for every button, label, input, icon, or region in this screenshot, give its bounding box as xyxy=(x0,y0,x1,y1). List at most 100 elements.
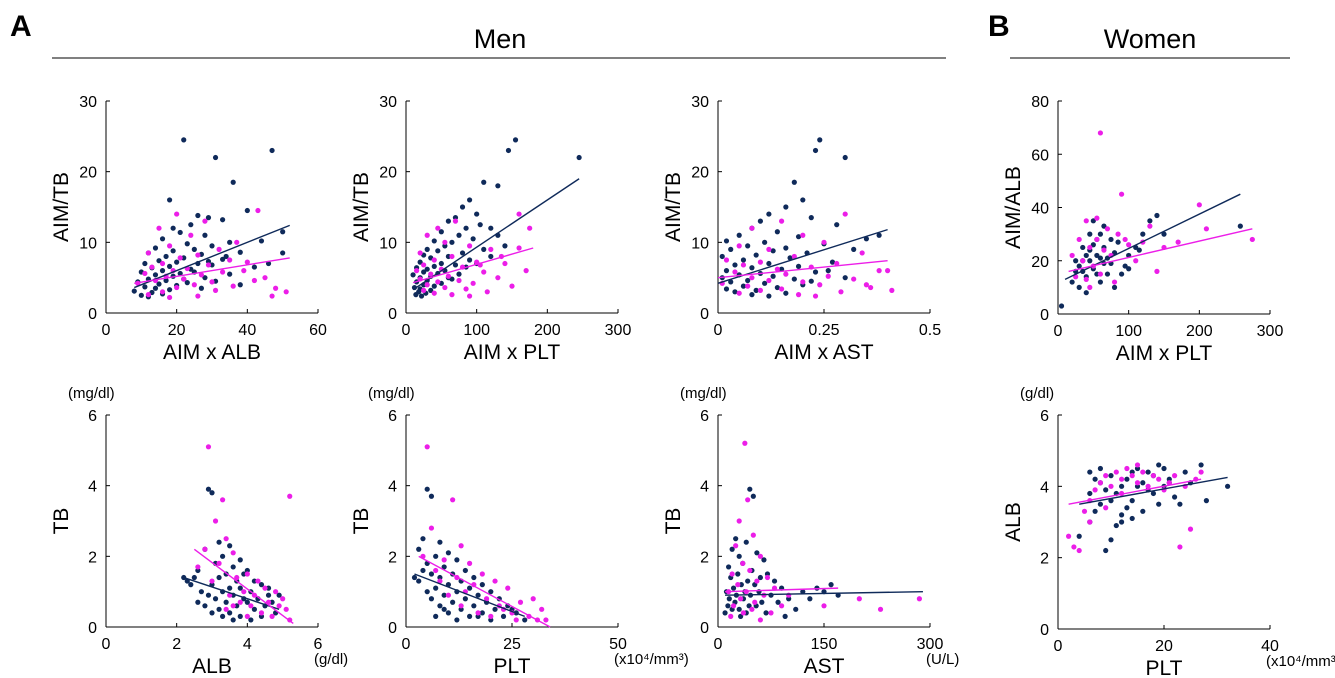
x-tick-label: 0 xyxy=(402,322,411,339)
data-point xyxy=(1134,480,1141,486)
data-point xyxy=(719,253,725,260)
data-point xyxy=(729,571,735,577)
data-point xyxy=(445,273,451,279)
data-point xyxy=(723,268,730,274)
regression-line-2 xyxy=(193,548,294,625)
x-axis-title: ALB xyxy=(192,655,232,678)
data-point xyxy=(138,292,144,298)
data-point xyxy=(500,613,507,620)
data-point xyxy=(475,592,481,598)
panel-label-a: A xyxy=(10,10,32,43)
data-point xyxy=(149,264,155,270)
data-point xyxy=(248,617,254,623)
data-point xyxy=(812,269,819,275)
data-point xyxy=(728,279,734,285)
scatter-plot-4: 0 100 200 300 0 20 40 60 80 AIM x PLT AIM/ALB xyxy=(1002,94,1283,365)
data-point xyxy=(885,268,891,274)
data-point xyxy=(198,589,204,595)
x-axis-title: PLT xyxy=(494,655,531,678)
data-point xyxy=(1087,284,1093,290)
data-point xyxy=(1140,469,1146,475)
data-point xyxy=(421,262,427,268)
group-title-men: Men xyxy=(474,24,527,54)
data-point xyxy=(774,284,780,291)
data-point xyxy=(230,617,236,623)
data-point xyxy=(417,259,423,265)
data-point xyxy=(1076,533,1082,539)
data-point xyxy=(184,280,190,286)
data-point xyxy=(1203,498,1209,504)
x-tick-label: 0 xyxy=(714,322,723,339)
scatter-plot-8: 0 20 40 0 2 4 6 PLT ALB (g/dl) (x10⁴/mm³) xyxy=(1002,385,1335,678)
data-point xyxy=(726,596,732,602)
data-point xyxy=(740,610,747,616)
data-point xyxy=(1129,473,1135,479)
data-point xyxy=(209,243,215,249)
y-axis-title: TB xyxy=(50,508,73,535)
data-point xyxy=(195,212,201,219)
data-point xyxy=(808,278,814,284)
data-point xyxy=(1122,263,1128,269)
data-point xyxy=(742,440,748,446)
data-point xyxy=(1175,239,1181,245)
data-point xyxy=(1134,483,1141,489)
data-point xyxy=(159,236,166,242)
data-point xyxy=(1111,279,1118,285)
data-point xyxy=(745,243,751,249)
x-tick-label: 200 xyxy=(534,322,561,339)
data-point xyxy=(775,599,781,605)
data-point xyxy=(441,557,447,563)
data-point xyxy=(723,286,730,292)
data-point xyxy=(783,290,789,296)
data-point xyxy=(449,239,455,245)
data-point xyxy=(1097,255,1103,261)
data-point xyxy=(1083,290,1089,296)
data-point xyxy=(416,578,422,584)
data-point xyxy=(492,578,498,584)
data-point xyxy=(512,137,519,143)
data-point xyxy=(1147,223,1153,229)
data-point xyxy=(484,289,490,295)
data-point xyxy=(1119,512,1125,518)
y-tick-label: 4 xyxy=(388,479,397,496)
data-point xyxy=(1133,258,1139,264)
data-point xyxy=(745,497,751,503)
y-tick-label: 2 xyxy=(700,549,709,566)
y-unit-label: (mg/dl) xyxy=(68,385,115,402)
data-point xyxy=(1156,462,1162,468)
data-point xyxy=(726,564,732,570)
data-point xyxy=(227,610,233,616)
data-point xyxy=(1119,271,1125,277)
data-point xyxy=(174,259,180,265)
scatter-plot-1: 0 20 40 60 0 10 20 30 AIM x ALB AIM/TB xyxy=(50,94,327,364)
y-axis-title: AIM/TB xyxy=(50,172,73,242)
data-point xyxy=(458,543,464,549)
data-point xyxy=(287,493,293,499)
data-point xyxy=(414,268,420,274)
data-point xyxy=(437,539,443,545)
data-point xyxy=(1145,469,1151,475)
data-point xyxy=(1108,236,1114,243)
data-point xyxy=(424,589,430,595)
data-point xyxy=(441,606,447,612)
data-point xyxy=(216,574,222,581)
data-point xyxy=(255,207,261,214)
data-point xyxy=(237,599,243,605)
data-point xyxy=(481,179,487,185)
data-point xyxy=(736,232,742,238)
data-point xyxy=(1097,480,1103,486)
data-point xyxy=(1166,476,1172,482)
data-point xyxy=(191,282,197,288)
data-point xyxy=(142,270,148,277)
data-point xyxy=(821,603,827,609)
data-point xyxy=(418,293,425,299)
data-point xyxy=(205,592,212,598)
data-point xyxy=(255,578,261,584)
data-point xyxy=(723,257,730,263)
data-point xyxy=(431,283,437,289)
data-point xyxy=(205,444,212,450)
data-point xyxy=(479,582,485,588)
data-point xyxy=(782,613,788,620)
data-point xyxy=(1097,465,1103,472)
data-point xyxy=(1115,239,1121,245)
